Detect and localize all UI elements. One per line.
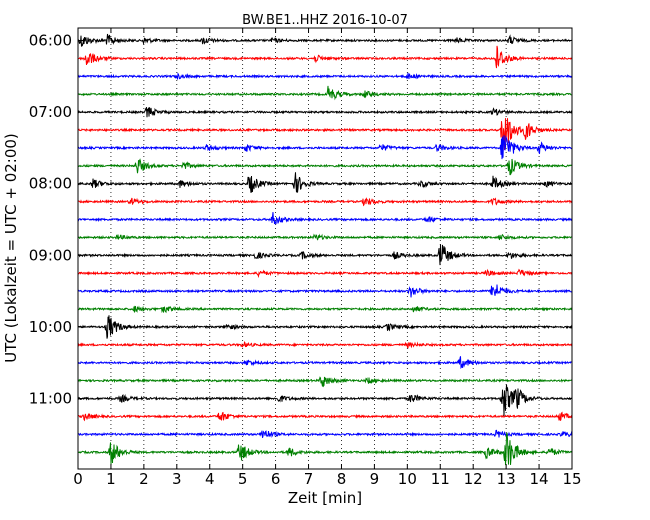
trace-11:30 (77, 429, 573, 439)
y-tick-label: 08:00 (29, 175, 72, 193)
y-axis: 06:00 07:00 08:00 09:00 10:00 11:00 (29, 32, 572, 408)
trace-08:00 (77, 172, 573, 193)
x-tick-label: 5 (238, 470, 248, 488)
x-tick-label: 12 (464, 470, 483, 488)
trace-08:45 (77, 233, 573, 241)
x-tick-label: 2 (139, 470, 149, 488)
grid-lines (110, 28, 540, 469)
plot-frame (77, 27, 573, 470)
trace-07:15 (77, 118, 573, 150)
trace-group (77, 33, 573, 466)
x-tick-label: 3 (172, 470, 182, 488)
x-tick-label: 15 (562, 470, 581, 488)
x-tick-label: 6 (271, 470, 281, 488)
trace-11:15 (77, 411, 573, 422)
y-tick-label: 06:00 (29, 32, 72, 50)
x-tick-label: 7 (304, 470, 314, 488)
trace-06:45 (77, 85, 573, 101)
y-tick-label: 07:00 (29, 103, 72, 121)
y-axis-label: UTC (Lokalzeit = UTC + 02:00) (2, 133, 20, 363)
x-axis-label: Zeit [min] (288, 489, 362, 507)
chart-title: BW.BE1..HHZ 2016-10-07 (242, 13, 408, 28)
x-tick-label: 0 (73, 470, 83, 488)
trace-07:00 (77, 107, 573, 118)
x-tick-label: 8 (337, 470, 347, 488)
trace-06:15 (77, 45, 573, 69)
trace-09:00 (77, 244, 573, 266)
trace-10:15 (77, 341, 573, 349)
x-tick-label: 13 (497, 470, 516, 488)
trace-07:45 (77, 158, 573, 176)
x-tick-label: 4 (205, 470, 215, 488)
trace-10:45 (77, 376, 573, 388)
x-tick-label: 14 (530, 470, 549, 488)
trace-09:15 (77, 268, 573, 279)
x-tick-label: 1 (106, 470, 116, 488)
trace-08:30 (77, 212, 573, 225)
trace-09:45 (78, 305, 573, 314)
trace-06:00 (77, 33, 573, 47)
trace-10:30 (77, 356, 573, 370)
x-tick-label: 9 (370, 470, 380, 488)
trace-06:30 (77, 72, 573, 80)
x-axis: 0 1 2 3 4 5 6 7 8 9 10 11 12 13 14 15 (73, 28, 582, 488)
trace-11:00 (77, 384, 573, 417)
x-tick-label: 11 (431, 470, 450, 488)
trace-11:45 (78, 432, 573, 466)
trace-08:15 (77, 197, 573, 207)
trace-10:00 (77, 315, 573, 339)
y-tick-label: 10:00 (29, 318, 72, 336)
trace-09:30 (77, 284, 573, 298)
x-tick-label: 10 (398, 470, 417, 488)
trace-07:30 (77, 135, 573, 160)
y-tick-label: 09:00 (29, 246, 72, 264)
y-tick-label: 11:00 (29, 390, 72, 408)
